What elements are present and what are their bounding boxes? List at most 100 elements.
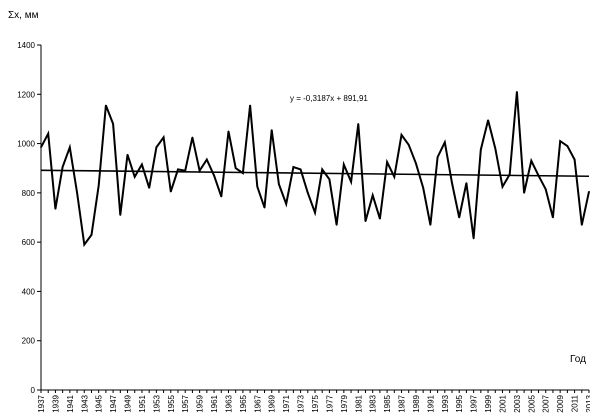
trendline — [40, 169, 590, 178]
x-tick-label: 1975 — [311, 394, 320, 412]
data-point — [285, 203, 287, 205]
y-tick-label: 800 — [22, 189, 36, 198]
data-point — [364, 220, 367, 222]
data-point — [544, 188, 547, 190]
data-point — [184, 169, 187, 172]
data-point — [429, 224, 432, 226]
x-ticks: 1937 1939 1941 1943 1945 1947 1949 1951 1953 1955… — [37, 390, 590, 413]
x-tick-label: 1977 — [325, 394, 334, 412]
data-point — [141, 163, 143, 166]
x-tick-label: 1961 — [210, 394, 219, 412]
x-tick-label: 1937 — [37, 394, 46, 412]
trendline-line — [40, 169, 590, 178]
data-point — [242, 172, 244, 174]
data-point — [105, 104, 107, 107]
x-tick-label: 1999 — [484, 394, 493, 412]
data-point — [371, 194, 374, 197]
x-tick-label: 1985 — [383, 394, 392, 412]
data-point — [169, 190, 172, 193]
data-point — [580, 224, 583, 226]
trendline-equation: y = -0,3187x + 891,91 — [290, 94, 368, 103]
data-point — [407, 144, 410, 146]
x-tick-label: 1963 — [224, 394, 233, 412]
x-tick-label: 1965 — [239, 394, 248, 412]
data-point — [393, 176, 396, 178]
data-point — [379, 217, 381, 220]
y-tick-label: 400 — [22, 287, 36, 296]
series-group — [40, 91, 590, 248]
data-point — [350, 180, 352, 183]
x-tick-label: 2009 — [556, 394, 565, 412]
data-point — [76, 192, 78, 194]
x-tick-label: 2013 — [585, 394, 590, 412]
x-tick-label: 1969 — [268, 394, 277, 412]
data-point — [61, 166, 64, 168]
data-point — [386, 161, 388, 163]
data-point — [552, 216, 554, 219]
x-tick-label: 1941 — [66, 394, 75, 412]
data-point — [335, 224, 338, 226]
y-tick-label: 600 — [22, 238, 36, 247]
data-point — [90, 233, 93, 236]
data-point — [523, 192, 525, 194]
data-point — [69, 146, 71, 149]
data-point — [465, 182, 468, 184]
data-point — [47, 132, 50, 135]
x-tick-label: 1983 — [369, 394, 378, 412]
data-point — [119, 214, 122, 216]
data-point — [321, 168, 324, 171]
data-point — [278, 183, 280, 186]
x-tick-label: 1989 — [412, 394, 421, 412]
x-tick-label: 1991 — [426, 394, 435, 412]
data-point — [314, 211, 316, 214]
x-tick-label: 1957 — [181, 394, 190, 412]
data-point — [299, 168, 302, 171]
x-tick-label: 1997 — [470, 394, 479, 412]
x-tick-label: 2007 — [542, 394, 551, 412]
x-tick-label: 1979 — [340, 394, 349, 412]
data-point — [458, 216, 461, 219]
data-point — [270, 129, 273, 131]
y-tick-label: 1400 — [17, 41, 35, 50]
x-tick-label: 1951 — [138, 394, 147, 412]
x-tick-label: 2003 — [513, 394, 522, 412]
data-point — [133, 176, 136, 178]
x-axis-label: Год — [570, 354, 586, 365]
data-point — [328, 178, 331, 181]
data-point — [494, 147, 497, 150]
data-point — [292, 166, 295, 168]
x-tick-label: 1949 — [124, 394, 133, 412]
x-tick-label: 1971 — [282, 394, 291, 412]
data-point — [400, 134, 403, 136]
x-tick-label: 1943 — [80, 394, 89, 412]
data-point — [559, 140, 561, 142]
data-point — [126, 153, 129, 156]
data-point — [256, 185, 259, 188]
data-point — [155, 146, 158, 149]
x-tick-label: 1973 — [297, 394, 306, 412]
data-point — [177, 168, 179, 171]
y-ticks: 0 200 400 600 800 1000 1200 1400 — [17, 41, 41, 395]
x-tick-label: 1939 — [51, 394, 60, 412]
data-point — [54, 208, 57, 210]
data-point — [148, 187, 150, 189]
data-point — [480, 148, 482, 151]
data-point — [162, 136, 165, 139]
data-point — [436, 156, 439, 158]
data-point — [83, 243, 86, 246]
data-point — [112, 123, 114, 125]
data-point — [97, 184, 100, 187]
x-tick-label: 1967 — [253, 394, 262, 412]
x-tick-label: 2011 — [571, 394, 580, 412]
data-point — [451, 182, 453, 184]
data-point — [472, 237, 475, 240]
x-tick-label: 1955 — [167, 394, 176, 412]
data-point — [213, 174, 215, 177]
data-point — [443, 141, 446, 144]
data-point — [191, 136, 194, 139]
data-point — [415, 162, 417, 165]
data-point — [40, 146, 42, 149]
data-point — [530, 160, 533, 162]
data-point — [422, 187, 424, 189]
data-point — [263, 206, 266, 209]
